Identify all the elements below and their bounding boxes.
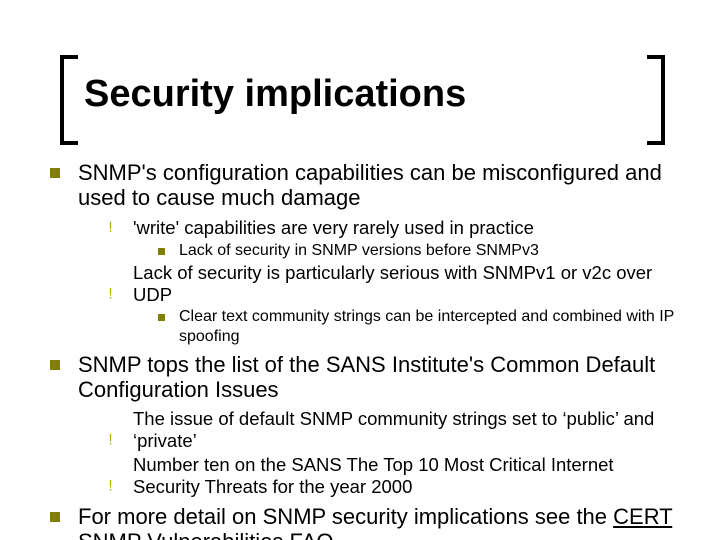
square-bullet-icon (50, 512, 60, 522)
bullet-lvl1: For more detail on SNMP security implica… (50, 504, 675, 540)
square-bullet-icon (50, 168, 60, 178)
bullet-lvl2: ¡ The issue of default SNMP community st… (108, 408, 675, 452)
cert-link[interactable]: CERT (613, 504, 672, 529)
title-bracket-right (647, 55, 665, 145)
square-bullet-icon (158, 314, 165, 321)
square-bullet-icon (50, 360, 60, 370)
bullet-text: The issue of default SNMP community stri… (133, 408, 675, 452)
bullet-lvl3: Clear text community strings can be inte… (158, 307, 675, 345)
circle-bullet-icon: ¡ (108, 408, 119, 452)
bullet-lvl2: ¡ Number ten on the SANS The Top 10 Most… (108, 454, 675, 498)
square-bullet-icon (158, 248, 165, 255)
slide-body: SNMP's configuration capabilities can be… (50, 160, 675, 540)
bullet-text: Lack of security is particularly serious… (133, 262, 675, 306)
circle-bullet-icon: ¡ (108, 262, 119, 306)
bullet-text: SNMP's configuration capabilities can be… (78, 160, 675, 211)
bullet-lvl2: ¡ 'write' capabilities are very rarely u… (108, 217, 675, 239)
circle-bullet-icon: ¡ (108, 454, 119, 498)
bullet-text: Number ten on the SANS The Top 10 Most C… (133, 454, 675, 498)
bullet-text: 'write' capabilities are very rarely use… (133, 217, 534, 239)
title-bracket-left (60, 55, 78, 145)
bullet-text: For more detail on SNMP security implica… (78, 504, 675, 540)
slide-title: Security implications (84, 73, 466, 116)
circle-bullet-icon: ¡ (108, 217, 119, 239)
bullet-lvl1: SNMP's configuration capabilities can be… (50, 160, 675, 211)
text-segment: For more detail on SNMP security implica… (78, 504, 613, 529)
bullet-text: SNMP tops the list of the SANS Institute… (78, 352, 675, 403)
bullet-text: Lack of security in SNMP versions before… (179, 241, 539, 260)
bullet-lvl1: SNMP tops the list of the SANS Institute… (50, 352, 675, 403)
text-segment: SNMP Vulnerabilities FAQ (78, 529, 334, 540)
bullet-text: Clear text community strings can be inte… (179, 307, 675, 345)
slide: Security implications SNMP's configurati… (0, 0, 720, 540)
bullet-lvl3: Lack of security in SNMP versions before… (158, 241, 675, 260)
bullet-lvl2: ¡ Lack of security is particularly serio… (108, 262, 675, 306)
